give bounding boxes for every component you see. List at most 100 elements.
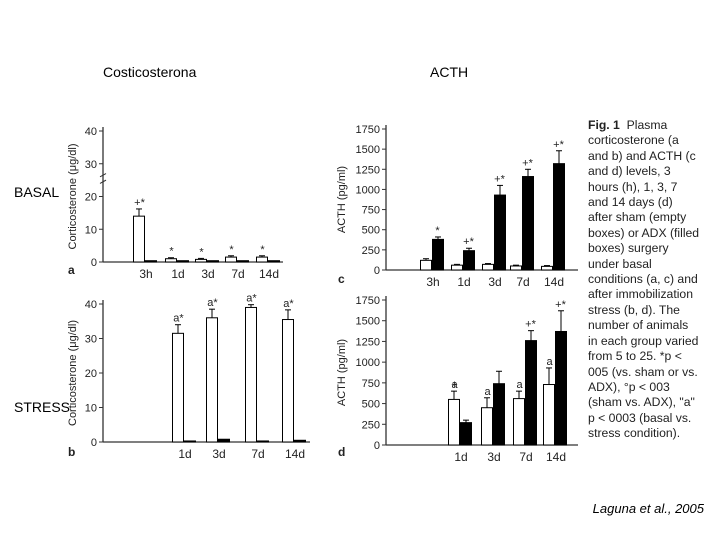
panel-d-letter: d	[338, 445, 345, 459]
panel-d-adx-bar	[525, 340, 537, 446]
panel-d-ytick-label: 1750	[356, 295, 380, 307]
panel-b-significance-mark: a*	[207, 297, 218, 309]
row-label-basal: BASAL	[14, 184, 60, 200]
panel-c-significance-mark: *	[435, 225, 440, 237]
column-title-corticosterone: Costicosterona	[103, 64, 197, 80]
panel-a-sham-bar	[195, 258, 207, 263]
panel-a-significance-mark: *	[229, 244, 234, 256]
panel-c-adx-bar	[553, 163, 565, 271]
panel-c-xtick-label: 14d	[544, 275, 564, 289]
panel-a-adx-bar	[145, 260, 157, 263]
panel-a-sham-bar	[165, 258, 177, 263]
panel-a-significance-mark: +*	[134, 197, 145, 209]
panel-d-ytick-label: 1500	[356, 316, 380, 328]
figure-caption: Fig. 1 Plasma corticosterone (a and b) a…	[588, 118, 700, 442]
panel-a-significance-mark: *	[169, 246, 174, 258]
panel-c-letter: c	[338, 272, 345, 286]
panel-d-stress-mark: a	[516, 379, 523, 391]
panel-a-adx-bar	[177, 260, 189, 263]
panel-c-ytick-label: 1000	[356, 184, 380, 196]
panel-b-adx-bar	[294, 439, 306, 443]
panel-c-sham-bar	[451, 264, 463, 271]
panel-b-xtick-label: 14d	[285, 447, 305, 461]
panel-c-significance-mark: +*	[522, 157, 533, 169]
panel-c-ylabel: ACTH (pg/ml)	[336, 166, 348, 233]
panel-d-significance-mark: +*	[525, 319, 536, 331]
panel-b-ytick-label: 30	[85, 334, 97, 346]
panel-b-significance-mark: a*	[173, 313, 184, 325]
panel-c-sham-bar	[482, 263, 494, 271]
panel-d-ytick-label: 1000	[356, 357, 380, 369]
panel-d-stress-mark: a	[451, 379, 458, 391]
panel-a-sham-bar	[256, 256, 268, 263]
column-title-acth: ACTH	[430, 64, 469, 80]
panel-d-sham-bar	[513, 398, 525, 446]
panel-d-xtick-label: 14d	[546, 450, 566, 464]
panel-d-ytick-label: 0	[374, 440, 380, 452]
panel-a-axis-break	[99, 173, 107, 178]
panel-d-ytick-label: 750	[362, 378, 380, 390]
panel-a-adx-bar	[237, 260, 249, 263]
panel-c-xtick-label: 1d	[457, 275, 470, 289]
panel-d-significance-mark: +*	[555, 299, 566, 311]
panel-a-ytick-label: 0	[91, 257, 97, 269]
panel-c-ytick-label: 0	[374, 265, 380, 277]
panel-d-sham-bar	[481, 407, 493, 446]
panel-a-sham-bar	[225, 256, 237, 263]
panel-d-ytick-label: 500	[362, 399, 380, 411]
panel-c-xtick-label: 3h	[426, 275, 439, 289]
panel-d-xtick-label: 1d	[454, 450, 467, 464]
panel-c-ytick-label: 1750	[356, 124, 380, 136]
panel-a-xtick-label: 1d	[171, 267, 184, 281]
panel-a-ytick-label: 10	[85, 224, 97, 236]
panel-d-ytick-label: 1250	[356, 336, 380, 348]
panel-a-xtick-label: 3h	[139, 267, 152, 281]
panel-a-ytick-label: 40	[85, 126, 97, 138]
panel-a-letter: a	[68, 263, 75, 277]
panel-c-adx-bar	[494, 194, 506, 271]
panel-b-ytick-label: 40	[85, 299, 97, 311]
panel-a-ylabel: Corticosterone (μg/dl)	[67, 144, 79, 250]
panel-c-ytick-label: 750	[362, 205, 380, 217]
panel-a-ytick-label: 30	[85, 159, 97, 171]
panel-b-sham-bar	[245, 306, 257, 443]
panel-c-ytick-label: 1250	[356, 164, 380, 176]
panel-c-ytick-label: 250	[362, 245, 380, 257]
panel-a-significance-mark: *	[199, 246, 204, 258]
panel-a-adx-bar	[207, 260, 219, 263]
panel-a-xtick-label: 3d	[201, 267, 214, 281]
panel-c-sham-bar	[541, 265, 553, 271]
panel-c-adx-bar	[463, 250, 475, 271]
panel-c-significance-mark: +*	[553, 139, 564, 151]
panel-b-significance-mark: a*	[283, 298, 294, 310]
panel-b-adx-bar	[184, 440, 196, 443]
panel-d-adx-bar	[493, 383, 505, 446]
panel-a-sham-bar	[133, 215, 145, 263]
panel-d-stress-mark: a	[546, 356, 553, 368]
panel-a-significance-mark: *	[260, 244, 265, 256]
row-label-stress: STRESS	[14, 399, 71, 415]
panel-b-ytick-label: 20	[85, 368, 97, 380]
panel-d-xtick-label: 3d	[487, 450, 500, 464]
panel-b-sham-bar	[172, 332, 184, 443]
panel-c-significance-mark: +*	[494, 173, 505, 185]
panel-b-adx-bar	[218, 438, 230, 443]
panel-a-ytick-label: 20	[85, 192, 97, 204]
panel-c-xtick-label: 3d	[488, 275, 501, 289]
panel-d-sham-bar	[543, 384, 555, 446]
panel-c-significance-mark: +*	[463, 236, 474, 248]
panel-b-sham-bar	[206, 317, 218, 443]
citation: Laguna et al., 2005	[592, 501, 704, 516]
panel-c-ytick-label: 500	[362, 225, 380, 237]
panel-b-ytick-label: 0	[91, 437, 97, 449]
panel-d-ytick-label: 250	[362, 419, 380, 431]
panel-b-adx-bar	[257, 440, 269, 443]
panel-a-axis-break	[99, 179, 107, 184]
panel-b-xtick-label: 3d	[212, 447, 225, 461]
panel-c-sham-bar	[510, 265, 522, 271]
panel-c-xtick-label: 7d	[516, 275, 529, 289]
panel-a-adx-bar	[268, 260, 280, 263]
panel-d-ylabel: ACTH (pg/ml)	[336, 339, 348, 406]
panel-c-sham-bar	[420, 259, 432, 271]
